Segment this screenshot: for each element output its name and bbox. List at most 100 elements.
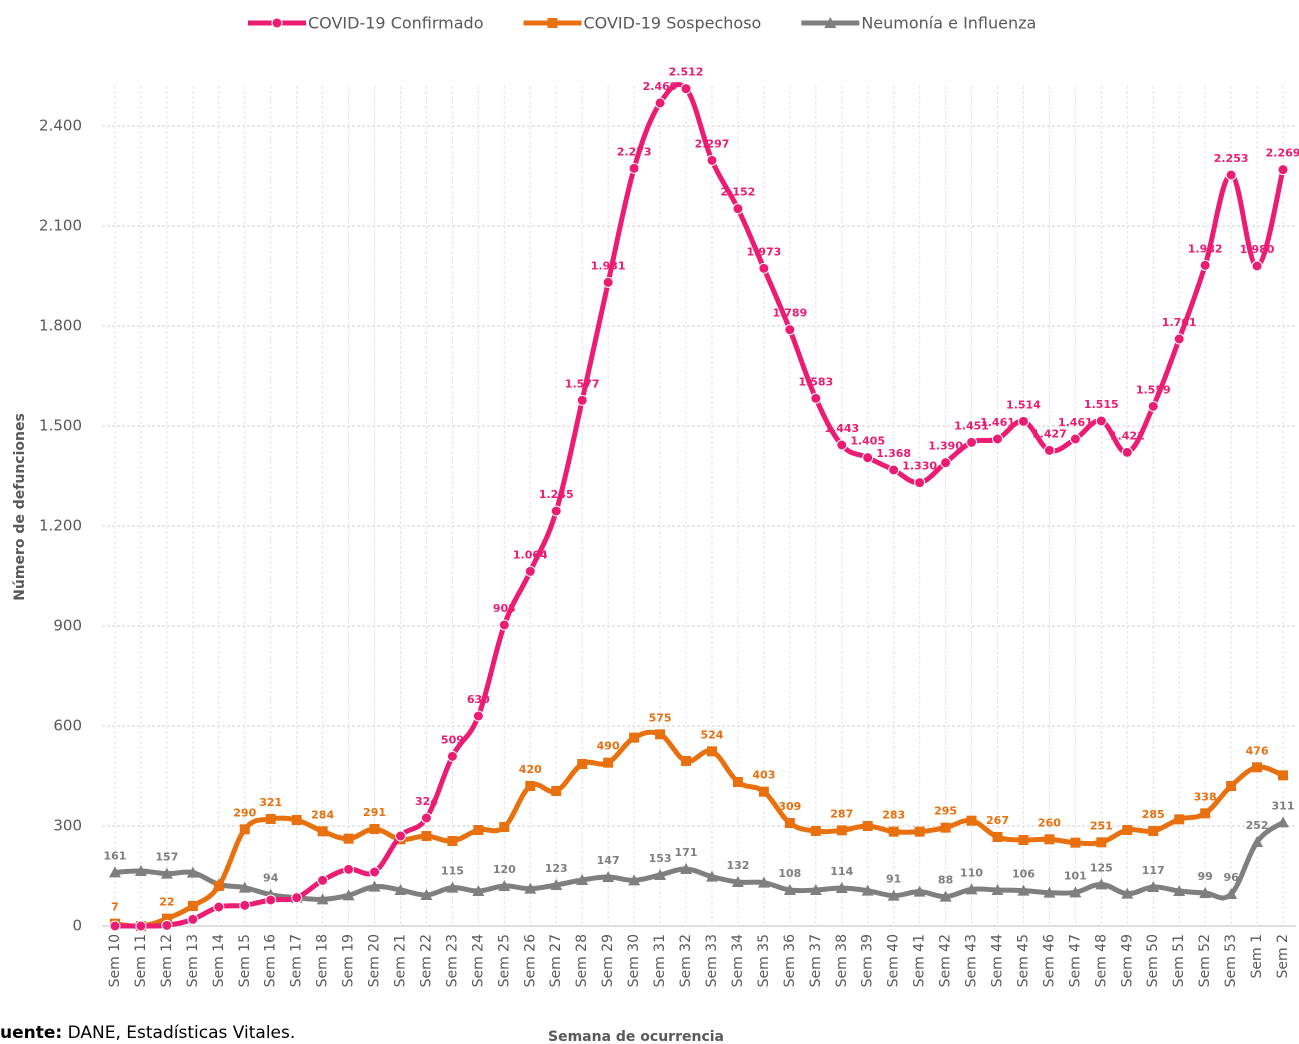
marker bbox=[705, 870, 718, 882]
data-label: 420 bbox=[519, 763, 542, 776]
marker bbox=[550, 879, 563, 890]
x-tick-label: Sem 36 bbox=[782, 934, 798, 987]
data-label: 295 bbox=[934, 805, 957, 818]
y-axis-title: Número de defunciones bbox=[12, 413, 28, 601]
marker bbox=[1070, 837, 1081, 848]
y-tick-label: 900 bbox=[53, 617, 82, 635]
data-label: 1.330 bbox=[902, 460, 937, 473]
data-label: 1.577 bbox=[565, 377, 600, 390]
marker bbox=[939, 890, 952, 902]
marker bbox=[836, 439, 848, 451]
x-tick-label: Sem 20 bbox=[367, 934, 383, 987]
data-label: 2.152 bbox=[721, 186, 756, 199]
x-tick-label: Sem 38 bbox=[834, 934, 850, 987]
marker bbox=[1017, 884, 1030, 896]
marker bbox=[1278, 770, 1289, 781]
x-tick-label: Sem 53 bbox=[1223, 934, 1239, 987]
marker bbox=[1147, 400, 1159, 412]
marker bbox=[1173, 333, 1185, 345]
data-label: 125 bbox=[1090, 861, 1113, 874]
x-tick-label: Sem 2 bbox=[1275, 934, 1291, 979]
marker bbox=[499, 822, 510, 832]
data-label: 117 bbox=[1142, 864, 1165, 877]
data-label: 88 bbox=[938, 874, 953, 887]
data-label: 290 bbox=[233, 806, 256, 819]
marker bbox=[835, 882, 848, 893]
marker bbox=[343, 833, 354, 844]
marker bbox=[525, 781, 536, 791]
marker bbox=[824, 17, 837, 28]
marker bbox=[420, 812, 432, 824]
marker bbox=[108, 866, 121, 878]
marker bbox=[992, 433, 1003, 445]
marker bbox=[992, 832, 1003, 842]
x-tick-label: Sem 30 bbox=[626, 934, 642, 987]
x-tick-label: Sem 52 bbox=[1197, 934, 1213, 987]
marker bbox=[316, 893, 329, 905]
marker bbox=[368, 880, 381, 892]
data-label: 291 bbox=[363, 806, 386, 819]
marker bbox=[369, 866, 381, 878]
marker bbox=[1225, 888, 1238, 899]
marker bbox=[1069, 433, 1081, 445]
marker bbox=[472, 885, 485, 896]
data-label: 260 bbox=[1038, 816, 1061, 829]
data-label: 338 bbox=[1194, 790, 1217, 803]
marker bbox=[317, 874, 329, 886]
data-label: 1.931 bbox=[591, 259, 626, 272]
marker bbox=[732, 777, 743, 787]
data-label: 490 bbox=[597, 740, 620, 753]
marker bbox=[1277, 816, 1290, 828]
data-label: 99 bbox=[1197, 870, 1212, 883]
y-tick-label: 600 bbox=[53, 717, 82, 735]
marker bbox=[1018, 835, 1029, 845]
data-label: 403 bbox=[752, 769, 775, 782]
marker bbox=[758, 786, 769, 797]
marker bbox=[991, 884, 1004, 895]
marker bbox=[550, 505, 562, 517]
x-tick-label: Sem 51 bbox=[1171, 934, 1187, 987]
data-label: 1.515 bbox=[1084, 398, 1119, 411]
marker bbox=[1226, 781, 1237, 791]
data-label: 285 bbox=[1142, 808, 1165, 821]
data-label: 575 bbox=[649, 711, 672, 724]
data-label: 1.559 bbox=[1136, 383, 1171, 396]
marker bbox=[1069, 886, 1082, 898]
marker bbox=[914, 826, 925, 837]
data-label: 1.514 bbox=[1006, 398, 1041, 411]
marker bbox=[1251, 260, 1263, 272]
data-label: 96 bbox=[1223, 871, 1239, 884]
source-text: DANE, Estadísticas Vitales. bbox=[68, 1023, 296, 1043]
data-label: 267 bbox=[986, 814, 1009, 827]
marker bbox=[1174, 814, 1185, 825]
marker bbox=[576, 394, 588, 406]
marker bbox=[135, 920, 147, 932]
data-label: 2.469 bbox=[643, 80, 678, 93]
x-tick-label: Sem 12 bbox=[159, 934, 175, 987]
marker bbox=[447, 836, 458, 846]
data-label: 2.253 bbox=[1214, 152, 1249, 165]
marker bbox=[213, 881, 224, 891]
data-label: 1.443 bbox=[824, 422, 859, 435]
data-label: 1.451 bbox=[954, 419, 989, 432]
marker bbox=[732, 203, 744, 215]
marker bbox=[887, 889, 900, 901]
data-label: 1.405 bbox=[850, 435, 885, 448]
marker bbox=[213, 901, 225, 913]
x-axis-title: Semana de ocurrencia bbox=[548, 1029, 724, 1044]
marker bbox=[1277, 164, 1289, 176]
x-tick-label: Sem 44 bbox=[990, 934, 1006, 987]
marker bbox=[498, 619, 510, 631]
marker bbox=[395, 830, 406, 842]
marker bbox=[1095, 415, 1107, 427]
data-label: 476 bbox=[1246, 744, 1269, 757]
x-tick-label: Sem 24 bbox=[470, 934, 486, 987]
marker bbox=[862, 821, 873, 831]
marker bbox=[966, 815, 977, 826]
marker bbox=[524, 882, 537, 894]
data-label: 251 bbox=[1090, 819, 1113, 832]
x-tick-label: Sem 14 bbox=[211, 934, 227, 987]
data-label: 630 bbox=[467, 693, 490, 706]
marker bbox=[784, 324, 796, 336]
marker bbox=[1043, 444, 1055, 456]
